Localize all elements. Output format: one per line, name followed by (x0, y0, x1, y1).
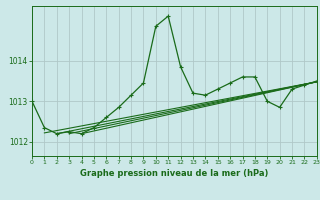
X-axis label: Graphe pression niveau de la mer (hPa): Graphe pression niveau de la mer (hPa) (80, 169, 268, 178)
